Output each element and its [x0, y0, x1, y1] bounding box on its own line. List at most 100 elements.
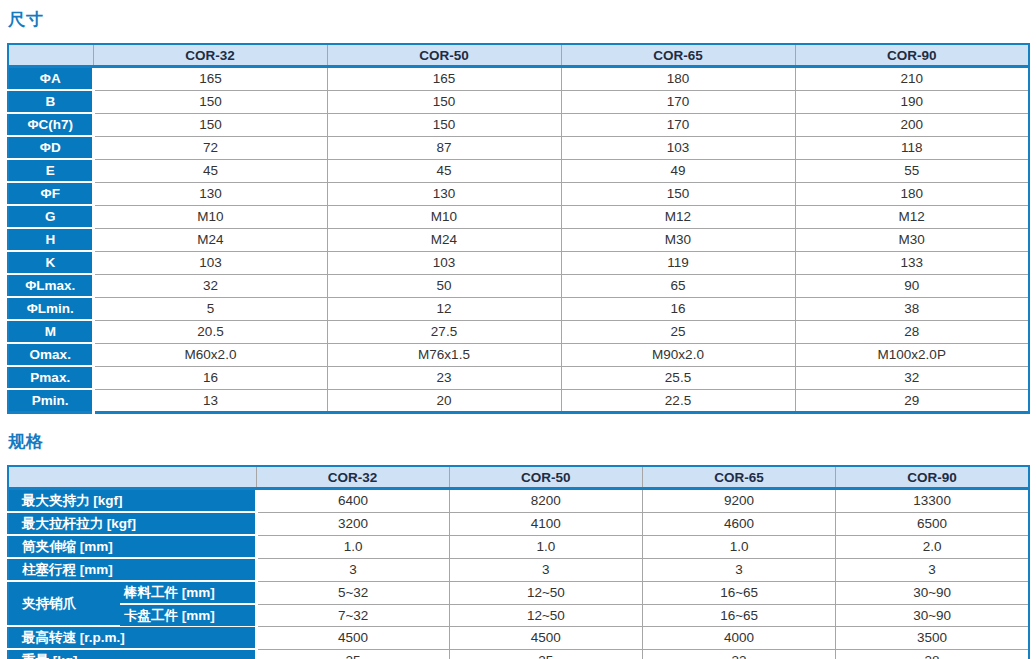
value-cell: 23 [327, 366, 561, 389]
value-cell: 3500 [836, 626, 1029, 649]
value-cell: 55 [795, 159, 1029, 182]
row-label: ΦD [8, 136, 93, 159]
value-cell: 165 [327, 67, 561, 91]
column-header: COR-90 [836, 466, 1029, 489]
row-label: M [8, 320, 93, 343]
value-cell: 12~50 [449, 604, 642, 626]
value-cell: 7~32 [256, 604, 449, 626]
value-cell: 4600 [643, 512, 836, 535]
value-cell: 5~32 [256, 581, 449, 604]
row-label: 柱塞行程 [mm] [8, 558, 256, 581]
value-cell: 16 [93, 366, 327, 389]
value-cell: M24 [327, 228, 561, 251]
value-cell: 119 [561, 251, 795, 274]
value-cell: 180 [795, 182, 1029, 205]
value-cell: 150 [327, 90, 561, 113]
row-label: Pmax. [8, 366, 93, 389]
value-cell: 49 [561, 159, 795, 182]
row-label: 筒夹伸缩 [mm] [8, 535, 256, 558]
value-cell: 3 [449, 558, 642, 581]
value-cell: 2.0 [836, 535, 1029, 558]
value-cell: 4500 [256, 626, 449, 649]
row-sublabel: 卡盘工件 [mm] [120, 604, 256, 626]
value-cell: 27.5 [327, 320, 561, 343]
value-cell: 190 [795, 90, 1029, 113]
table-row: ΦD7287103118 [8, 136, 1029, 159]
value-cell: 170 [561, 113, 795, 136]
value-cell: 12 [327, 297, 561, 320]
value-cell: M30 [561, 228, 795, 251]
table-row: Omax.M60x2.0M76x1.5M90x2.0M100x2.0P [8, 343, 1029, 366]
value-cell: 32 [643, 649, 836, 659]
value-cell: 20 [327, 389, 561, 413]
table-body: 最大夹持力 [kgf]64008200920013300最大拉杆拉力 [kgf]… [8, 489, 1029, 659]
table-row: ΦLmin.5121638 [8, 297, 1029, 320]
value-cell: 4500 [449, 626, 642, 649]
table-row: GM10M10M12M12 [8, 205, 1029, 228]
corner-cell [8, 44, 93, 67]
row-label: K [8, 251, 93, 274]
value-cell: 165 [93, 67, 327, 91]
value-cell: 87 [327, 136, 561, 159]
table-row: ΦA165165180210 [8, 67, 1029, 91]
value-cell: 12~50 [449, 581, 642, 604]
column-header: COR-65 [561, 44, 795, 67]
value-cell: 210 [795, 67, 1029, 91]
row-label: 最大夹持力 [kgf] [8, 489, 256, 513]
value-cell: 4000 [643, 626, 836, 649]
row-label: ΦF [8, 182, 93, 205]
value-cell: 3 [643, 558, 836, 581]
row-sublabel: 棒料工件 [mm] [120, 581, 256, 604]
table-row: 卡盘工件 [mm]7~3212~5016~6530~90 [8, 604, 1029, 626]
value-cell: 1.0 [256, 535, 449, 558]
value-cell: 45 [327, 159, 561, 182]
value-cell: 25.5 [561, 366, 795, 389]
table-row: 最高转速 [r.p.m.]4500450040003500 [8, 626, 1029, 649]
value-cell: 103 [327, 251, 561, 274]
table-row: 夹持销爪棒料工件 [mm]5~3212~5016~6530~90 [8, 581, 1029, 604]
value-cell: M76x1.5 [327, 343, 561, 366]
value-cell: 45 [93, 159, 327, 182]
value-cell: 150 [327, 113, 561, 136]
value-cell: 32 [795, 366, 1029, 389]
column-header: COR-32 [256, 466, 449, 489]
table-row: M20.527.52528 [8, 320, 1029, 343]
value-cell: 200 [795, 113, 1029, 136]
value-cell: 3200 [256, 512, 449, 535]
table-header: COR-32COR-50COR-65COR-90 [8, 466, 1029, 489]
column-header: COR-90 [795, 44, 1029, 67]
table-row: 筒夹伸缩 [mm]1.01.01.02.0 [8, 535, 1029, 558]
value-cell: 25 [561, 320, 795, 343]
value-cell: 13300 [836, 489, 1029, 513]
value-cell: M30 [795, 228, 1029, 251]
value-cell: 38 [836, 649, 1029, 659]
table-row: Pmax.162325.532 [8, 366, 1029, 389]
column-header: COR-50 [327, 44, 561, 67]
value-cell: 38 [795, 297, 1029, 320]
value-cell: 9200 [643, 489, 836, 513]
value-cell: 22.5 [561, 389, 795, 413]
header-row: COR-32COR-50COR-65COR-90 [8, 466, 1029, 489]
value-cell: 30~90 [836, 604, 1029, 626]
value-cell: 1.0 [449, 535, 642, 558]
row-label: ΦA [8, 67, 93, 91]
table-row: E45454955 [8, 159, 1029, 182]
table-row: 最大夹持力 [kgf]64008200920013300 [8, 489, 1029, 513]
value-cell: 170 [561, 90, 795, 113]
column-header: COR-32 [93, 44, 327, 67]
table-row: 最大拉杆拉力 [kgf]3200410046006500 [8, 512, 1029, 535]
table-body: ΦA165165180210B150150170190ΦC(h7)1501501… [8, 67, 1029, 413]
spec-sheet-page: 尺寸 COR-32COR-50COR-65COR-90ΦA16516518021… [0, 0, 1036, 659]
table-row: ΦLmax.32506590 [8, 274, 1029, 297]
table-row: HM24M24M30M30 [8, 228, 1029, 251]
value-cell: 150 [561, 182, 795, 205]
value-cell: M90x2.0 [561, 343, 795, 366]
value-cell: 32 [93, 274, 327, 297]
row-label: ΦLmin. [8, 297, 93, 320]
value-cell: M10 [327, 205, 561, 228]
value-cell: 16~65 [643, 604, 836, 626]
value-cell: M12 [561, 205, 795, 228]
value-cell: 1.0 [643, 535, 836, 558]
row-label: 最大拉杆拉力 [kgf] [8, 512, 256, 535]
value-cell: 130 [327, 182, 561, 205]
